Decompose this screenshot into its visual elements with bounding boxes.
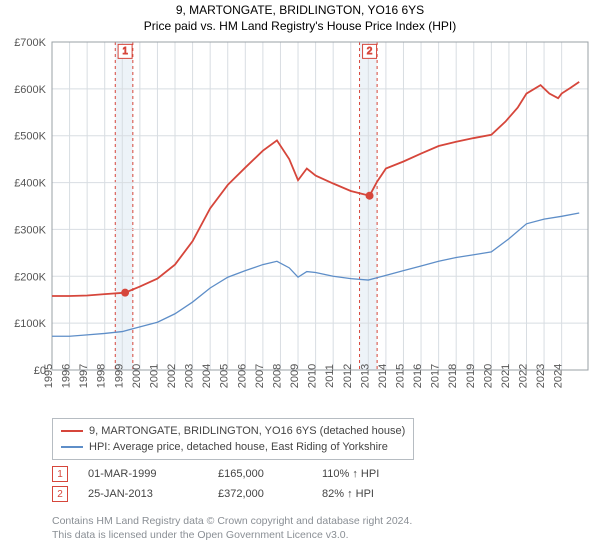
- transaction-row: 1 01-MAR-1999 £165,000 110% ↑ HPI: [52, 464, 412, 484]
- svg-text:2006: 2006: [236, 364, 248, 388]
- svg-text:2005: 2005: [219, 364, 231, 388]
- svg-text:2015: 2015: [394, 364, 406, 388]
- svg-text:2022: 2022: [517, 364, 529, 388]
- footer-attribution: Contains HM Land Registry data © Crown c…: [52, 514, 412, 542]
- svg-text:2001: 2001: [148, 364, 160, 388]
- svg-text:2000: 2000: [131, 364, 143, 388]
- transaction-pct: 110% ↑ HPI: [322, 468, 412, 480]
- transaction-date: 01-MAR-1999: [88, 468, 198, 480]
- svg-text:2011: 2011: [324, 364, 336, 388]
- svg-text:2010: 2010: [307, 364, 319, 388]
- svg-text:2019: 2019: [465, 364, 477, 388]
- svg-text:2024: 2024: [553, 364, 565, 388]
- legend: 9, MARTONGATE, BRIDLINGTON, YO16 6YS (de…: [52, 418, 414, 460]
- svg-text:1: 1: [122, 46, 128, 57]
- svg-text:2016: 2016: [412, 364, 424, 388]
- svg-text:1995: 1995: [43, 364, 55, 388]
- svg-text:£500K: £500K: [14, 131, 46, 143]
- svg-text:1999: 1999: [113, 364, 125, 388]
- svg-text:2021: 2021: [500, 364, 512, 388]
- transaction-row: 2 25-JAN-2013 £372,000 82% ↑ HPI: [52, 484, 412, 504]
- svg-text:£400K: £400K: [14, 178, 46, 190]
- legend-label: HPI: Average price, detached house, East…: [89, 439, 388, 455]
- footer-line-1: Contains HM Land Registry data © Crown c…: [52, 514, 412, 528]
- transaction-pct: 82% ↑ HPI: [322, 488, 412, 500]
- svg-text:2007: 2007: [254, 364, 266, 388]
- svg-text:1998: 1998: [96, 364, 108, 388]
- footer-line-2: This data is licensed under the Open Gov…: [52, 528, 412, 542]
- svg-text:£600K: £600K: [14, 84, 46, 96]
- svg-text:2012: 2012: [342, 364, 354, 388]
- transaction-date: 25-JAN-2013: [88, 488, 198, 500]
- svg-text:2004: 2004: [201, 364, 213, 388]
- svg-text:£200K: £200K: [14, 271, 46, 283]
- svg-text:2023: 2023: [535, 364, 547, 388]
- svg-text:2013: 2013: [359, 364, 371, 388]
- svg-text:2009: 2009: [289, 364, 301, 388]
- svg-text:1996: 1996: [61, 364, 73, 388]
- svg-text:2014: 2014: [377, 364, 389, 388]
- svg-text:2002: 2002: [166, 364, 178, 388]
- svg-text:£100K: £100K: [14, 318, 46, 330]
- svg-text:£700K: £700K: [14, 37, 46, 49]
- transactions-table: 1 01-MAR-1999 £165,000 110% ↑ HPI 2 25-JAN-20…: [52, 464, 412, 504]
- svg-text:£300K: £300K: [14, 224, 46, 236]
- svg-text:2020: 2020: [482, 364, 494, 388]
- price-chart: £0£100K£200K£300K£400K£500K£600K£700K199…: [0, 0, 600, 416]
- svg-text:2018: 2018: [447, 364, 459, 388]
- transaction-price: £165,000: [218, 468, 302, 480]
- legend-item: HPI: Average price, detached house, East…: [61, 439, 405, 455]
- svg-text:2008: 2008: [271, 364, 283, 388]
- legend-swatch: [61, 446, 83, 448]
- svg-text:2: 2: [367, 46, 373, 57]
- legend-swatch: [61, 430, 83, 432]
- transaction-marker: 2: [52, 486, 68, 502]
- transaction-marker: 1: [52, 466, 68, 482]
- transaction-price: £372,000: [218, 488, 302, 500]
- svg-text:1997: 1997: [78, 364, 90, 388]
- svg-text:2003: 2003: [184, 364, 196, 388]
- svg-text:2017: 2017: [430, 364, 442, 388]
- legend-label: 9, MARTONGATE, BRIDLINGTON, YO16 6YS (de…: [89, 423, 405, 439]
- legend-item: 9, MARTONGATE, BRIDLINGTON, YO16 6YS (de…: [61, 423, 405, 439]
